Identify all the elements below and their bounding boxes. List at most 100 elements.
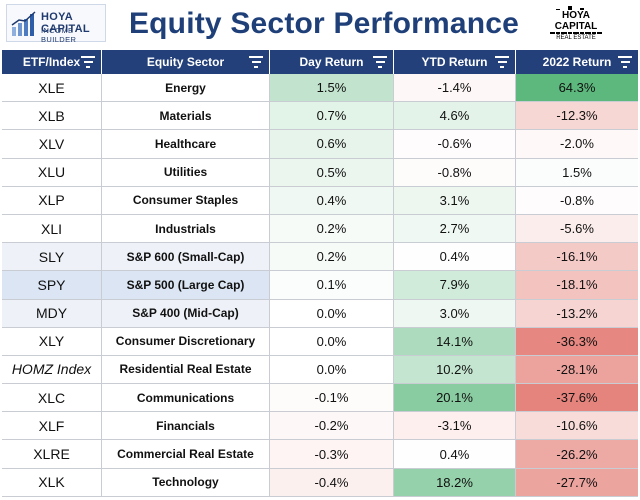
sector-cell: Industrials	[102, 214, 270, 243]
ytd-return-cell: -0.6%	[394, 130, 516, 158]
ytd-return-cell: 7.9%	[394, 271, 516, 299]
sector-cell: Communications	[102, 384, 270, 412]
ytd-return-cell: 14.1%	[394, 327, 516, 355]
return-2022-cell: 1.5%	[516, 158, 638, 186]
filter-icon[interactable]	[495, 56, 509, 68]
return-2022-cell: -36.3%	[516, 327, 638, 355]
chart-growth-icon	[11, 11, 36, 36]
day-return-cell: 0.7%	[270, 102, 394, 130]
sector-cell: Energy	[102, 74, 270, 102]
etf-cell: XLB	[2, 102, 102, 130]
table-row: XLP Consumer Staples 0.4% 3.1% -0.8%	[2, 186, 638, 215]
logo-right-line1: HOYA CAPITAL	[548, 10, 604, 32]
day-return-cell: 0.1%	[270, 271, 394, 299]
table-row: SPY S&P 500 (Large Cap) 0.1% 7.9% -18.1%	[2, 271, 638, 300]
etf-cell: SLY	[2, 243, 102, 271]
filter-icon[interactable]	[81, 56, 95, 68]
ytd-return-cell: 10.2%	[394, 355, 516, 384]
day-return-cell: 0.5%	[270, 158, 394, 186]
table-row: XLC Communications -0.1% 20.1% -37.6%	[2, 384, 638, 413]
day-return-cell: 0.0%	[270, 355, 394, 384]
day-return-cell: 0.6%	[270, 130, 394, 158]
ytd-return-cell: -1.4%	[394, 74, 516, 102]
etf-cell: HOMZ Index	[2, 355, 102, 384]
sector-cell: Commercial Real Estate	[102, 440, 270, 468]
return-2022-cell: -37.6%	[516, 384, 638, 412]
column-header-label: ETF/Index	[22, 55, 81, 69]
etf-cell: XLE	[2, 74, 102, 102]
ytd-return-cell: 0.4%	[394, 243, 516, 271]
column-header-2022-return[interactable]: 2022 Return	[516, 50, 638, 74]
table-row: XLI Industrials 0.2% 2.7% -5.6%	[2, 214, 638, 244]
hoya-real-estate-logo: HOYA CAPITAL REAL ESTATE	[546, 2, 606, 46]
column-header-etf[interactable]: ETF/Index	[2, 50, 102, 74]
filter-icon[interactable]	[618, 56, 632, 68]
column-header-label: 2022 Return	[542, 55, 612, 69]
ytd-return-cell: 3.0%	[394, 299, 516, 327]
day-return-cell: 0.2%	[270, 243, 394, 271]
logo-left-line1: HOYA CAPITAL	[41, 11, 90, 35]
table-row: HOMZ Index Residential Real Estate 0.0% …	[2, 355, 638, 385]
ytd-return-cell: -3.1%	[394, 412, 516, 440]
ytd-return-cell: 20.1%	[394, 384, 516, 412]
return-2022-cell: -16.1%	[516, 243, 638, 271]
etf-cell: XLC	[2, 384, 102, 412]
column-header-label: Equity Sector	[146, 55, 225, 69]
return-2022-cell: -27.7%	[516, 468, 638, 496]
day-return-cell: -0.3%	[270, 440, 394, 468]
page-title: Equity Sector Performance	[128, 7, 520, 40]
return-2022-cell: -12.3%	[516, 102, 638, 130]
table-row: XLB Materials 0.7% 4.6% -12.3%	[2, 102, 638, 131]
return-2022-cell: 64.3%	[516, 74, 638, 102]
ytd-return-cell: 3.1%	[394, 186, 516, 214]
table-row: SLY S&P 600 (Small-Cap) 0.2% 0.4% -16.1%	[2, 243, 638, 272]
column-header-label: Day Return	[299, 55, 364, 69]
column-header-ytd-return[interactable]: YTD Return	[394, 50, 516, 74]
table-row: XLK Technology -0.4% 18.2% -27.7%	[2, 468, 638, 497]
table-row: XLRE Commercial Real Estate -0.3% 0.4% -…	[2, 440, 638, 469]
filter-icon[interactable]	[249, 56, 263, 68]
table-header: ETF/Index Equity Sector Day Return YTD R…	[2, 50, 638, 74]
header: HOYA CAPITAL INCOME BUILDER Equity Secto…	[0, 0, 640, 48]
return-2022-cell: -0.8%	[516, 186, 638, 214]
day-return-cell: -0.1%	[270, 384, 394, 412]
column-header-sector[interactable]: Equity Sector	[102, 50, 270, 74]
sector-cell: Materials	[102, 102, 270, 130]
table-row: MDY S&P 400 (Mid-Cap) 0.0% 3.0% -13.2%	[2, 299, 638, 328]
day-return-cell: 0.0%	[270, 327, 394, 355]
ytd-return-cell: 0.4%	[394, 440, 516, 468]
logo-left-line2: INCOME BUILDER	[41, 26, 77, 44]
sector-cell: Consumer Staples	[102, 186, 270, 214]
logo-right-line2: REAL ESTATE	[556, 35, 596, 41]
day-return-cell: 0.4%	[270, 186, 394, 214]
day-return-cell: -0.2%	[270, 412, 394, 440]
sector-cell: Healthcare	[102, 130, 270, 158]
hoya-income-builder-logo: HOYA CAPITAL INCOME BUILDER	[6, 4, 106, 44]
column-header-day-return[interactable]: Day Return	[270, 50, 394, 74]
return-2022-cell: -5.6%	[516, 214, 638, 243]
day-return-cell: 0.2%	[270, 214, 394, 243]
etf-cell: XLP	[2, 186, 102, 214]
table-row: XLU Utilities 0.5% -0.8% 1.5%	[2, 158, 638, 187]
etf-cell: XLK	[2, 468, 102, 496]
column-header-label: YTD Return	[421, 55, 488, 69]
sector-cell: Technology	[102, 468, 270, 496]
table-body: XLE Energy 1.5% -1.4% 64.3% XLB Material…	[2, 74, 638, 497]
ytd-return-cell: -0.8%	[394, 158, 516, 186]
return-2022-cell: -18.1%	[516, 271, 638, 299]
day-return-cell: 1.5%	[270, 74, 394, 102]
sector-cell: S&P 600 (Small-Cap)	[102, 243, 270, 271]
etf-cell: XLRE	[2, 440, 102, 468]
etf-cell: SPY	[2, 271, 102, 299]
etf-cell: XLU	[2, 158, 102, 186]
sector-cell: Consumer Discretionary	[102, 327, 270, 355]
etf-cell: XLF	[2, 412, 102, 440]
table-row: XLV Healthcare 0.6% -0.6% -2.0%	[2, 130, 638, 159]
return-2022-cell: -28.1%	[516, 355, 638, 384]
filter-icon[interactable]	[373, 56, 387, 68]
ytd-return-cell: 4.6%	[394, 102, 516, 130]
etf-cell: MDY	[2, 299, 102, 327]
return-2022-cell: -2.0%	[516, 130, 638, 158]
return-2022-cell: -10.6%	[516, 412, 638, 440]
return-2022-cell: -26.2%	[516, 440, 638, 468]
